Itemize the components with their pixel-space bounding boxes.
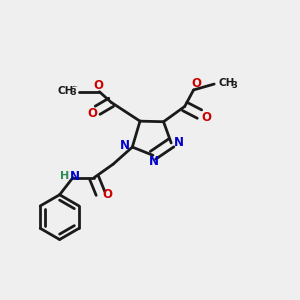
Text: CH: CH <box>218 78 235 88</box>
Text: 3: 3 <box>232 81 238 90</box>
Text: O: O <box>201 110 211 124</box>
Text: N: N <box>149 155 159 168</box>
Text: O: O <box>103 188 112 201</box>
Text: N: N <box>120 140 130 152</box>
Text: O: O <box>191 77 201 90</box>
Text: O: O <box>93 79 103 92</box>
Text: N: N <box>70 170 80 183</box>
Text: 3: 3 <box>71 88 76 98</box>
Text: CH: CH <box>57 85 74 95</box>
Text: N: N <box>174 136 184 149</box>
Text: H: H <box>60 172 69 182</box>
Text: O: O <box>87 107 97 120</box>
Text: methyl: methyl <box>73 86 78 87</box>
